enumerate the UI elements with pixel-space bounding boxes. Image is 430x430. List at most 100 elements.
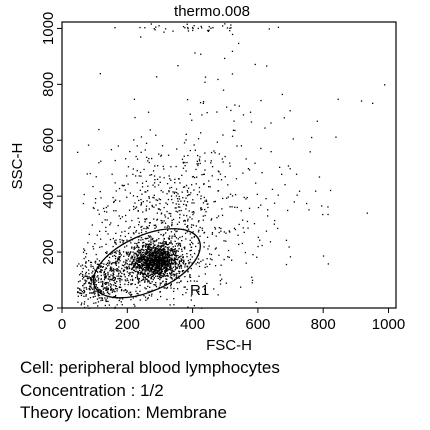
data-point <box>217 178 219 181</box>
data-point <box>168 190 170 192</box>
data-point <box>168 256 170 258</box>
data-point <box>148 225 150 227</box>
data-point <box>174 235 176 237</box>
data-point <box>163 264 165 266</box>
data-point <box>202 219 204 221</box>
data-point <box>158 265 160 267</box>
data-point <box>173 192 175 194</box>
data-point <box>99 289 101 291</box>
data-point <box>150 254 152 256</box>
data-point <box>82 284 84 287</box>
data-point <box>143 227 145 230</box>
data-point <box>191 176 194 178</box>
data-point <box>150 295 153 297</box>
data-point <box>150 258 152 260</box>
data-point <box>146 266 148 268</box>
data-point <box>162 245 164 247</box>
data-point <box>173 251 175 253</box>
data-point <box>153 28 155 30</box>
data-point <box>204 266 206 269</box>
data-point <box>115 232 117 234</box>
data-point <box>170 262 173 265</box>
data-point <box>131 219 133 222</box>
data-point <box>157 165 159 167</box>
data-point <box>256 256 258 258</box>
data-point <box>157 250 159 252</box>
data-point <box>88 288 90 290</box>
data-point <box>151 257 153 260</box>
data-point <box>135 175 137 177</box>
data-point <box>185 208 187 210</box>
data-point <box>105 226 107 229</box>
data-point <box>123 273 125 275</box>
data-point <box>250 121 253 123</box>
data-point <box>133 264 135 267</box>
data-point <box>183 200 186 202</box>
data-point <box>308 209 310 211</box>
data-point <box>133 139 135 141</box>
data-point <box>191 241 193 243</box>
data-point <box>114 285 117 287</box>
data-point <box>110 289 112 291</box>
data-point <box>84 283 86 285</box>
data-point <box>155 275 157 277</box>
data-point <box>251 282 253 284</box>
data-point <box>105 273 107 275</box>
data-point <box>173 298 175 300</box>
data-point <box>115 285 118 287</box>
data-point <box>134 242 136 244</box>
data-point <box>245 262 247 264</box>
data-point <box>142 242 144 244</box>
data-point <box>148 275 150 277</box>
data-point <box>182 294 184 296</box>
data-point <box>169 265 171 268</box>
data-point <box>95 176 97 178</box>
data-point <box>141 253 143 255</box>
data-point <box>154 224 156 227</box>
data-point <box>171 243 173 245</box>
data-point <box>100 238 102 240</box>
data-point <box>119 270 121 272</box>
data-point <box>151 253 153 255</box>
data-point <box>163 261 165 263</box>
data-point <box>166 255 168 257</box>
data-point <box>97 294 99 296</box>
data-point <box>85 271 87 274</box>
data-point <box>138 251 140 253</box>
data-point <box>155 261 158 263</box>
data-point <box>187 154 189 157</box>
y-tick-label: 600 <box>40 128 57 153</box>
data-point <box>116 275 118 277</box>
data-point <box>228 256 230 258</box>
data-point <box>162 221 164 224</box>
data-point <box>138 175 140 177</box>
data-point <box>155 259 157 261</box>
data-point <box>166 273 168 275</box>
data-point <box>152 247 154 249</box>
data-point <box>150 249 152 251</box>
data-point <box>129 272 131 274</box>
data-point <box>158 269 160 272</box>
data-point <box>164 270 166 272</box>
data-point <box>148 265 150 267</box>
data-point <box>138 267 140 269</box>
data-point <box>113 251 115 254</box>
data-point <box>143 241 145 243</box>
data-point <box>251 279 254 281</box>
data-point <box>189 276 191 278</box>
data-point <box>88 282 90 284</box>
data-point <box>119 217 122 220</box>
data-point <box>129 291 132 294</box>
data-point <box>98 267 100 270</box>
data-point <box>138 221 140 223</box>
data-point <box>329 189 332 192</box>
data-point <box>161 270 163 272</box>
data-point <box>137 245 139 247</box>
data-point <box>240 145 243 147</box>
data-point <box>229 231 231 233</box>
data-point <box>120 254 122 256</box>
data-point <box>298 190 301 192</box>
data-point <box>144 278 146 280</box>
data-point <box>140 236 143 239</box>
data-point <box>107 262 109 264</box>
